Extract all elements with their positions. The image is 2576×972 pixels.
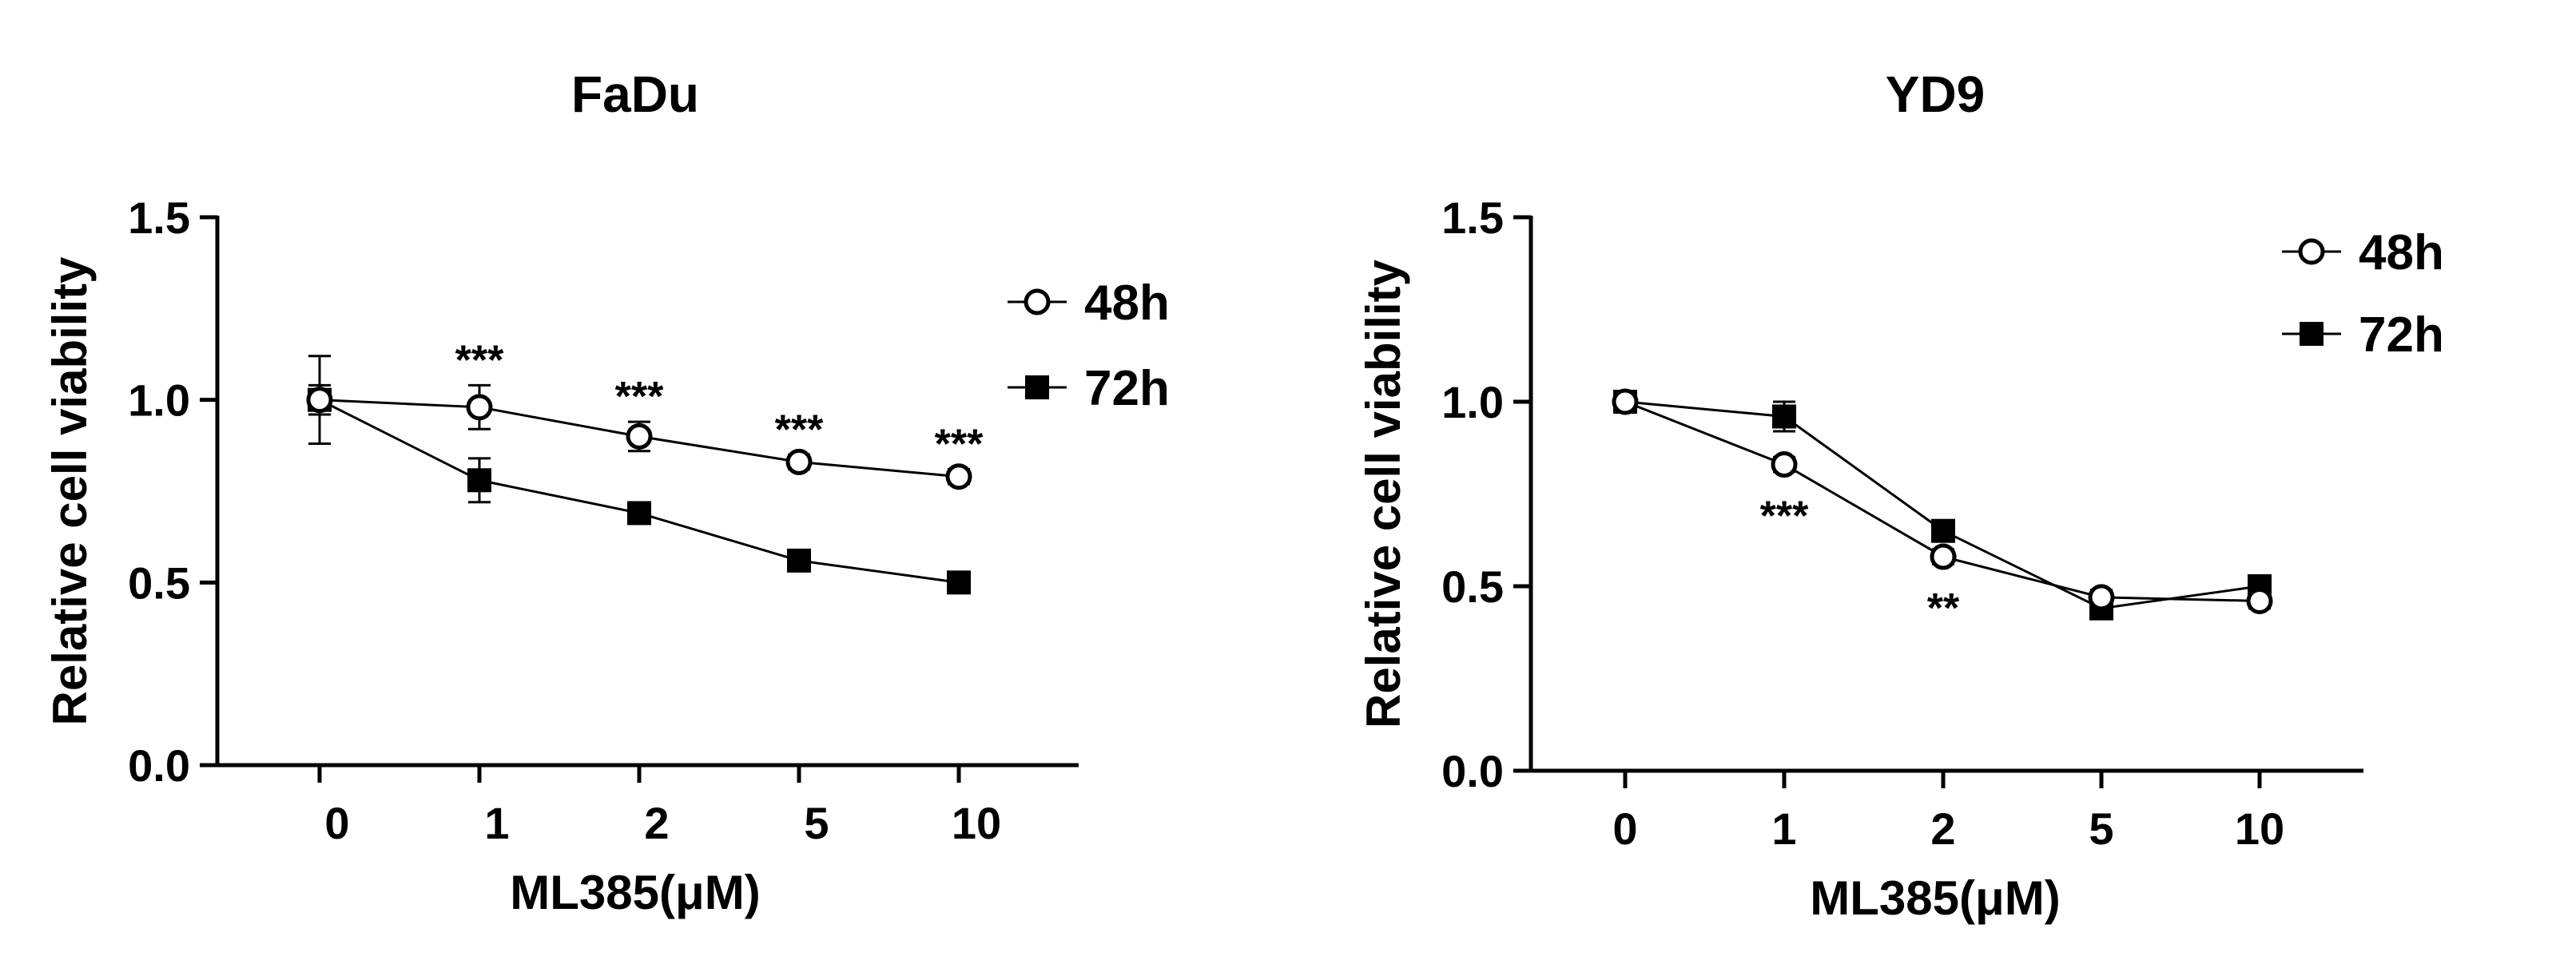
legend-square-icon (2300, 322, 2324, 346)
data-point-circle (306, 387, 333, 414)
chart-yd9: YD9 0.0 0.5 1.0 1.5 0 1 2 5 10 ML385(μM) Relative c… (1357, 65, 2444, 925)
series-48h: *** *** *** *** (306, 337, 984, 490)
data-point-circle (2088, 584, 2115, 611)
y-tick-label: 1.5 (128, 192, 190, 243)
data-point-circle (626, 423, 653, 450)
y-tick-label: 1.0 (128, 375, 190, 426)
legend: 48h 72h (1008, 276, 1170, 416)
x-axis-label: ML385(μM) (510, 866, 760, 919)
chart-title: FaDu (571, 65, 699, 123)
legend-label: 72h (2359, 307, 2444, 363)
series-line (1624, 400, 2260, 602)
y-axis-label: Relative cell viability (43, 256, 97, 726)
x-tick-label: 5 (2089, 803, 2113, 854)
significance-label: *** (775, 407, 824, 453)
x-axis-label: ML385(μM) (1810, 871, 2060, 925)
data-point-square (627, 501, 651, 526)
legend-label: 48h (1084, 276, 1170, 331)
data-point-circle (785, 448, 813, 475)
y-tick-label: 0.0 (1441, 746, 1504, 796)
x-tick-label: 5 (804, 798, 829, 848)
y-tick-label: 0.5 (128, 557, 190, 608)
x-tick-label: 0 (324, 798, 349, 848)
significance-label: *** (935, 422, 984, 468)
significance-label: ** (1927, 585, 1960, 632)
y-axis-label: Relative cell viability (1357, 259, 1410, 728)
chart-fadu: FaDu 0.0 0.5 1.0 1.5 0 1 2 5 10 ML385(μM) Relative … (43, 65, 1170, 919)
series-line (1624, 400, 2260, 610)
data-point-square (1772, 404, 1796, 429)
data-point-square (787, 548, 811, 573)
y-tick-label: 1.0 (1441, 377, 1504, 427)
x-tick-label: 2 (644, 798, 669, 848)
significance-label: *** (455, 337, 504, 383)
data-point-square (467, 468, 491, 493)
y-tick-label: 0.0 (128, 740, 190, 791)
x-tick-label: 10 (2235, 803, 2284, 854)
legend-square-icon (1025, 375, 1049, 399)
data-point-circle (945, 463, 972, 490)
data-point-square (1931, 518, 1955, 543)
data-point-circle (2246, 587, 2273, 614)
chart-title: YD9 (1886, 65, 1986, 123)
legend-label: 72h (1084, 361, 1170, 416)
significance-label: *** (1760, 494, 1809, 540)
y-tick-label: 0.5 (1441, 561, 1504, 612)
x-tick-label: 1 (484, 798, 509, 848)
data-point-circle (1930, 543, 1957, 570)
legend-circle-icon (1024, 288, 1051, 315)
x-tick-label: 2 (1930, 803, 1955, 854)
series-48h: ***** (1612, 388, 2273, 632)
x-tick-label: 1 (1771, 803, 1796, 854)
x-tick-label: 0 (1612, 803, 1637, 854)
data-point-circle (466, 394, 493, 421)
data-point-square (947, 570, 971, 595)
legend-label: 48h (2359, 225, 2444, 280)
y-tick-label: 1.5 (1441, 192, 1504, 243)
significance-label: *** (615, 374, 664, 420)
data-point-circle (1771, 451, 1798, 478)
x-tick-label: 10 (952, 798, 1001, 848)
data-point-circle (1612, 388, 1639, 415)
legend-circle-icon (2298, 238, 2325, 265)
